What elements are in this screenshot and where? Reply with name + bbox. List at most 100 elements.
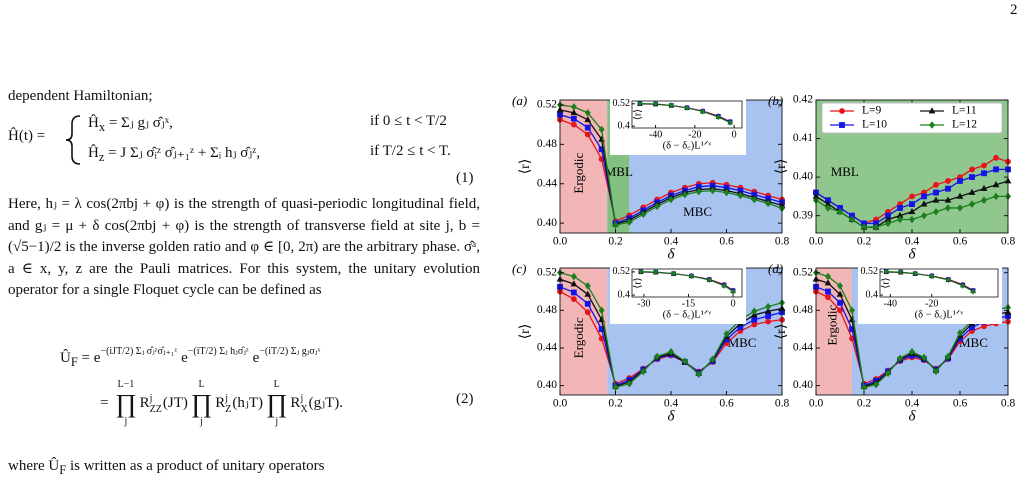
inset-x-tick-label: -40 xyxy=(884,298,897,309)
inset-x-tick-label: 0 xyxy=(731,298,736,309)
legend-box xyxy=(821,102,1003,134)
x-tick-label: 0.4 xyxy=(905,398,920,410)
y-tick-label: 0.40 xyxy=(793,379,813,391)
y-tick-label: 0.44 xyxy=(793,342,813,354)
product-upper: L−1 xyxy=(117,379,135,390)
marker xyxy=(898,268,904,275)
x-axis-label: δ xyxy=(668,408,676,424)
marker xyxy=(654,202,661,211)
marker xyxy=(640,367,647,376)
marker xyxy=(945,204,951,212)
y-tick-label: 0.52 xyxy=(793,266,813,278)
marker xyxy=(825,294,831,301)
operator: R xyxy=(139,395,150,412)
marker xyxy=(928,107,936,114)
region-label: Ergodic xyxy=(824,304,839,345)
case-cond: if T/2 ≤ t < T. xyxy=(370,143,451,159)
page-number: 2 xyxy=(1010,2,1018,18)
marker xyxy=(897,354,903,363)
inset-y-tick-label: 0.52 xyxy=(613,266,631,277)
marker xyxy=(909,347,915,356)
legend-label: L=9 xyxy=(862,105,882,117)
y-tick-label: 0.48 xyxy=(793,304,813,316)
marker xyxy=(671,270,677,277)
marker xyxy=(929,121,935,129)
inset-y-tick-label: 0.4 xyxy=(618,120,631,131)
inset-y-label: ⟨r⟩ xyxy=(632,277,643,288)
panel-label: (b) xyxy=(768,93,783,108)
marker xyxy=(653,268,659,275)
marker xyxy=(849,215,855,224)
marker xyxy=(765,199,772,208)
x-axis-label: δ xyxy=(668,246,676,262)
operator-arg: (hⱼT) xyxy=(232,395,264,412)
x-tick-label: 0.0 xyxy=(809,236,824,248)
x-tick-label: 0.2 xyxy=(608,398,623,410)
x-tick-label: 0.0 xyxy=(553,236,568,248)
marker xyxy=(584,300,591,307)
operator-sup: j xyxy=(300,392,304,404)
paragraph: Here, hⱼ = λ cos(2πbj + φ) is the streng… xyxy=(8,196,480,298)
marker xyxy=(825,204,831,212)
marker xyxy=(637,100,643,107)
operator-sup: j xyxy=(225,392,229,404)
x-tick-label: 0.2 xyxy=(608,236,623,248)
y-tick-label: 0.44 xyxy=(537,342,557,354)
marker xyxy=(598,125,605,134)
equation-number: (2) xyxy=(456,391,474,407)
case-row: Ĥz = J Σⱼ σ̂ᵢᶻ σ̂ⱼ₊₁ᶻ + Σᵢ hⱼ σ̂ⱼᶻ, xyxy=(88,143,260,165)
equation-number: (1) xyxy=(456,170,474,186)
inset-y-label: ⟨r⟩ xyxy=(880,277,891,288)
marker xyxy=(960,282,966,289)
x-tick-label: 0.4 xyxy=(664,236,679,248)
x-tick-label: 0.6 xyxy=(953,236,968,248)
case-name: Ĥ xyxy=(88,115,99,131)
x-tick-label: 0.6 xyxy=(719,236,734,248)
marker xyxy=(681,357,688,365)
marker xyxy=(709,186,716,195)
x-tick-label: 0.8 xyxy=(1001,398,1016,410)
marker xyxy=(638,268,644,275)
inset-x-tick-label: -20 xyxy=(925,298,938,309)
marker xyxy=(933,189,939,196)
marker xyxy=(570,296,577,302)
product-lower: j xyxy=(275,416,279,428)
marker xyxy=(970,288,976,295)
marker xyxy=(873,380,879,389)
y-axis-label: ⟨r⟩ xyxy=(774,159,789,175)
marker xyxy=(570,109,578,116)
x-tick-label: 0.8 xyxy=(775,236,790,248)
marker xyxy=(584,131,591,138)
marker xyxy=(837,299,843,306)
marker xyxy=(883,268,889,275)
y-tick-label: 0.44 xyxy=(537,177,557,189)
marker xyxy=(751,307,758,316)
marker xyxy=(933,208,939,216)
marker xyxy=(584,109,591,117)
marker xyxy=(945,178,951,184)
marker xyxy=(640,210,647,219)
marker xyxy=(681,190,688,199)
product-symbol: ∏ xyxy=(115,389,137,418)
marker xyxy=(570,121,577,128)
marker xyxy=(908,208,916,215)
exponent: −(iT/2) Σⱼ hⱼσ̂ⱼᶻ xyxy=(187,346,249,357)
case-sub: z xyxy=(98,150,105,164)
x-tick-label: 0.6 xyxy=(719,398,734,410)
marker xyxy=(584,309,591,316)
marker xyxy=(849,306,855,315)
inset-x-label: (δ − δ꜀)L¹ᐟᵛ xyxy=(663,140,713,151)
x-tick-label: 0.4 xyxy=(905,236,920,248)
x-tick-label: 0.8 xyxy=(1001,236,1016,248)
case-row: Ĥx = Σⱼ gⱼ σ̂ⱼˣ, xyxy=(88,113,173,135)
marker xyxy=(737,191,744,200)
marker xyxy=(981,196,987,204)
marker xyxy=(981,170,987,177)
marker xyxy=(584,115,592,123)
product-lower: j xyxy=(200,416,203,428)
equation-sub: F xyxy=(70,355,78,369)
x-tick-label: 0.0 xyxy=(809,398,824,410)
legend-label: L=10 xyxy=(862,119,887,131)
marker xyxy=(933,367,939,376)
